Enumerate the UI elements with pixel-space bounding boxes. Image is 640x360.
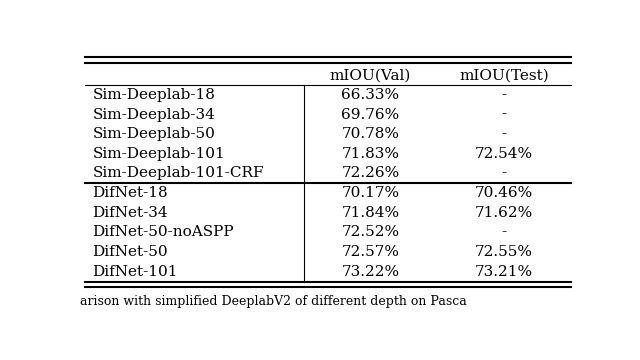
Text: -: -	[502, 225, 507, 239]
Text: DifNet-18: DifNet-18	[92, 186, 168, 200]
Text: 72.57%: 72.57%	[342, 245, 399, 259]
Text: 66.33%: 66.33%	[342, 88, 399, 102]
Text: Sim-Deeplab-101-CRF: Sim-Deeplab-101-CRF	[92, 166, 264, 180]
Text: 69.76%: 69.76%	[341, 108, 399, 122]
Text: 73.21%: 73.21%	[475, 265, 533, 279]
Text: DifNet-34: DifNet-34	[92, 206, 168, 220]
Text: 72.52%: 72.52%	[342, 225, 399, 239]
Text: Sim-Deeplab-50: Sim-Deeplab-50	[92, 127, 215, 141]
Text: 72.55%: 72.55%	[476, 245, 533, 259]
Text: Sim-Deeplab-101: Sim-Deeplab-101	[92, 147, 225, 161]
Text: DifNet-101: DifNet-101	[92, 265, 178, 279]
Text: 71.84%: 71.84%	[342, 206, 399, 220]
Text: 71.83%: 71.83%	[342, 147, 399, 161]
Text: 70.78%: 70.78%	[342, 127, 399, 141]
Text: -: -	[502, 88, 507, 102]
Text: DifNet-50: DifNet-50	[92, 245, 168, 259]
Text: mIOU(Test): mIOU(Test)	[460, 68, 549, 82]
Text: -: -	[502, 166, 507, 180]
Text: 73.22%: 73.22%	[342, 265, 399, 279]
Text: 70.17%: 70.17%	[342, 186, 399, 200]
Text: DifNet-50-noASPP: DifNet-50-noASPP	[92, 225, 234, 239]
Text: -: -	[502, 108, 507, 122]
Text: 72.54%: 72.54%	[475, 147, 533, 161]
Text: 70.46%: 70.46%	[475, 186, 533, 200]
Text: -: -	[502, 127, 507, 141]
Text: Sim-Deeplab-18: Sim-Deeplab-18	[92, 88, 215, 102]
Text: 71.62%: 71.62%	[475, 206, 533, 220]
Text: 72.26%: 72.26%	[341, 166, 399, 180]
Text: mIOU(Val): mIOU(Val)	[330, 68, 412, 82]
Text: arison with simplified DeeplabV2 of different depth on Pasca: arison with simplified DeeplabV2 of diff…	[80, 296, 467, 309]
Text: Sim-Deeplab-34: Sim-Deeplab-34	[92, 108, 215, 122]
